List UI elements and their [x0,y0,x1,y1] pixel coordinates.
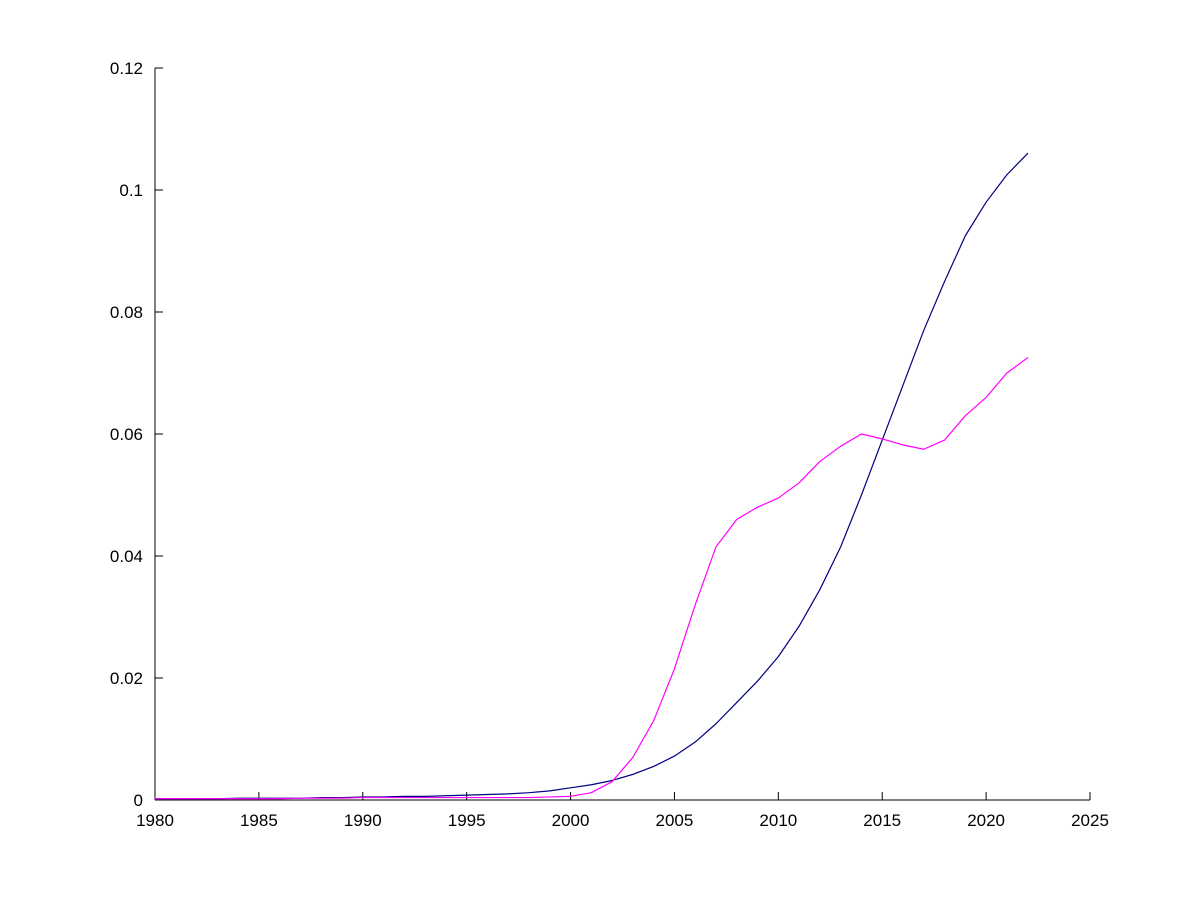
x-tick-label: 2025 [1071,811,1109,830]
x-tick-label: 2020 [967,811,1005,830]
y-tick-label: 0.04 [110,547,143,566]
series-blue-line [154,152,1029,800]
y-tick-label: 0.02 [110,669,143,688]
y-tick-label: 0.1 [119,181,143,200]
y-tick-label: 0.08 [110,303,143,322]
y-tick-label: 0.12 [110,59,143,78]
y-tick-label: 0.06 [110,425,143,444]
x-tick-label: 1985 [240,811,278,830]
x-tick-label: 2010 [759,811,797,830]
x-tick-label: 2000 [552,811,590,830]
x-tick-label: 2015 [863,811,901,830]
x-tick-label: 2005 [656,811,694,830]
x-tick-label: 1995 [448,811,486,830]
x-tick-label: 1990 [344,811,382,830]
y-tick-label: 0 [134,791,143,810]
x-tick-label: 1980 [136,811,174,830]
series-magenta-line [154,357,1029,800]
